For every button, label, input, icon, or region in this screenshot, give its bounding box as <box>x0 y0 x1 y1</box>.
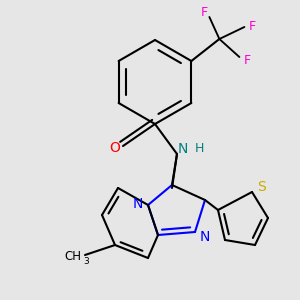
Text: S: S <box>258 180 266 194</box>
Text: CH: CH <box>64 250 82 263</box>
Text: F: F <box>201 7 208 20</box>
Text: F: F <box>249 20 256 34</box>
Text: N: N <box>200 230 210 244</box>
Text: N: N <box>178 142 188 156</box>
Text: F: F <box>244 55 251 68</box>
Text: O: O <box>110 141 120 155</box>
Text: N: N <box>133 197 143 211</box>
Text: 3: 3 <box>83 256 89 266</box>
Text: H: H <box>194 142 204 155</box>
